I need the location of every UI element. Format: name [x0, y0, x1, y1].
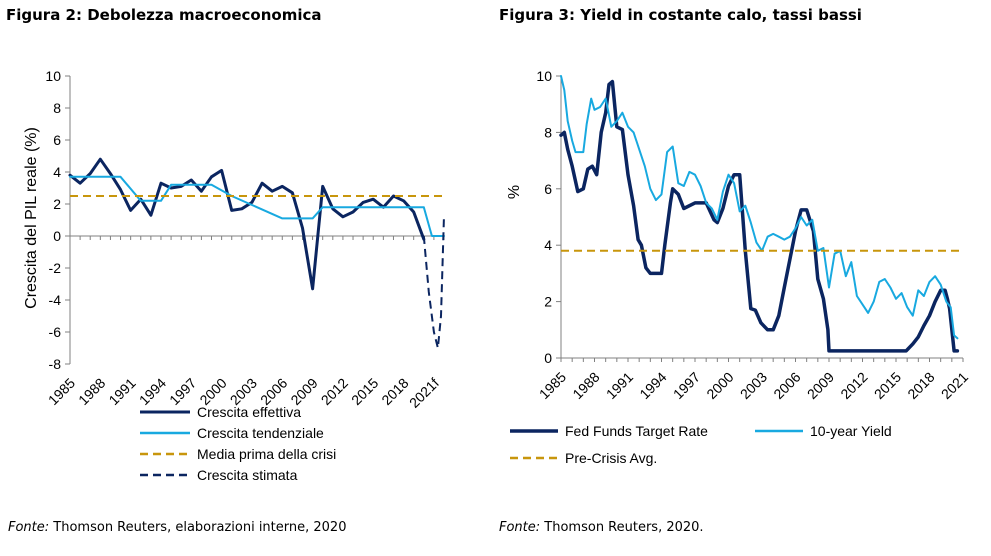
fig2-y-tick-label: -4 [49, 292, 62, 308]
fig3-x-tick-label: 1988 [569, 369, 602, 402]
fig3-y-tick-label: 8 [544, 124, 552, 140]
fig2-y-tick-label: -2 [49, 260, 62, 276]
fig3-y-axis-label: % [506, 185, 523, 199]
figure2-title: Figura 2: Debolezza macroeconomica [6, 6, 322, 24]
fig3-x-tick-label: 2021 [938, 369, 971, 402]
fig2-y-tick-label: 4 [53, 164, 61, 180]
figure3-source-text: Thomson Reuters, 2020. [540, 520, 704, 535]
fig2-x-tick-label: 2015 [348, 375, 381, 408]
fig3-x-tick-label: 2018 [904, 369, 937, 402]
fig3-legend-label-pre-crisis-avg: Pre-Crisis Avg. [565, 450, 657, 466]
fig2-y-tick-label: 8 [53, 100, 61, 116]
fig3-series-fed-funds-target-rate [559, 79, 960, 353]
figure2-source: Fonte: Thomson Reuters, elaborazioni int… [8, 520, 346, 535]
fig2-x-tick-label: 1988 [75, 375, 108, 408]
fig3-y-tick-label: 0 [544, 350, 552, 366]
fig3-legend-label-fed-funds-target-rate: Fed Funds Target Rate [565, 423, 708, 439]
fig2-x-tick-label: 2018 [378, 375, 411, 408]
fig2-x-tick-label: 2021f [406, 375, 442, 411]
fig2-x-tick-label: 1997 [166, 375, 199, 408]
figure2-source-text: Thomson Reuters, elaborazioni interne, 2… [49, 520, 347, 535]
figure2-source-label: Fonte: [8, 520, 50, 535]
fig3-x-tick-label: 2006 [770, 369, 803, 402]
fig3-x-tick-label: 2012 [837, 369, 870, 402]
fig2-y-tick-label: 10 [45, 68, 61, 84]
figure3-source: Fonte: Thomson Reuters, 2020. [499, 520, 704, 535]
fig2-x-tick-label: 1991 [105, 375, 138, 408]
fig3-y-tick-label: 6 [544, 181, 552, 197]
fig3-x-tick-label: 1991 [603, 369, 636, 402]
fig3-x-tick-label: 2015 [871, 369, 904, 402]
figure3-title: Figura 3: Yield in costante calo, tassi … [499, 6, 862, 24]
fig2-y-axis-label: Crescita del PIL reale (%) [23, 127, 40, 309]
fig2-y-tick-label: 0 [53, 228, 61, 244]
fig3-y-tick-label: 4 [544, 237, 552, 253]
fig3-series-10-year-yield [560, 75, 959, 340]
fig3-x-tick-label: 1994 [636, 369, 669, 402]
fig2-legend-label-media-prima-della-crisi: Media prima della crisi [197, 446, 336, 462]
fig2-legend-label-crescita-effettiva: Crescita effettiva [197, 404, 301, 420]
fig2-y-tick-label: -8 [49, 356, 62, 372]
fig2-series-crescita-effettiva [68, 157, 426, 291]
gdp-growth-chart: -8-6-4-202468101985198819911994199720002… [23, 68, 445, 483]
fig2-y-tick-label: -6 [49, 324, 62, 340]
fig2-x-tick-label: 2012 [318, 375, 351, 408]
fig3-x-tick-label: 2003 [737, 369, 770, 402]
fig3-legend: Fed Funds Target Rate 10-year Yield Pre-Cr… [510, 423, 892, 466]
fig2-y-tick-label: 6 [53, 132, 61, 148]
fig2-series-crescita-stimata [422, 215, 445, 349]
fig2-x-tick-label: 1985 [45, 375, 78, 408]
fig2-y-tick-label: 2 [53, 196, 61, 212]
fig2-x-tick-label: 1994 [136, 375, 169, 408]
fig2-legend-label-crescita-stimata: Crescita stimata [197, 467, 298, 483]
fig3-x-tick-label: 2009 [804, 369, 837, 402]
fig2-series-crescita-tendenziale [69, 175, 445, 237]
fig3-x-tick-label: 1985 [536, 369, 569, 402]
figure3-source-label: Fonte: [499, 520, 541, 535]
fig3-legend-label-10-year-yield: 10-year Yield [810, 423, 892, 439]
fig2-legend-label-crescita-tendenziale: Crescita tendenziale [197, 425, 324, 441]
fig3-x-tick-label: 1997 [670, 369, 703, 402]
fig3-y-tick-label: 2 [544, 294, 552, 310]
fig2-legend: Crescita effettiva Crescita tendenziale Me… [140, 404, 336, 483]
fig3-x-tick-label: 2000 [703, 369, 736, 402]
fig3-y-tick-label: 10 [536, 68, 552, 84]
